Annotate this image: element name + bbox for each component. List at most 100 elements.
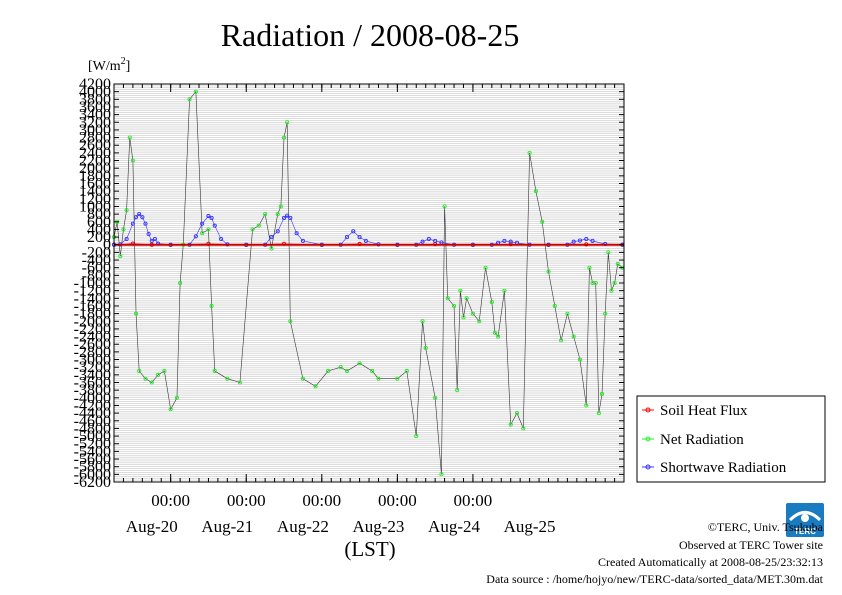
data-point (156, 372, 161, 377)
legend-marker-soil (645, 407, 651, 413)
data-point (275, 212, 280, 217)
data-point (281, 135, 287, 140)
data-point (137, 212, 142, 217)
data-point (521, 426, 526, 431)
data-point (571, 239, 576, 244)
data-point (540, 219, 545, 224)
data-point (133, 215, 139, 220)
data-point (275, 229, 280, 234)
y-tick-label: -3800 (74, 382, 111, 399)
data-point (187, 97, 192, 102)
data-point (200, 221, 205, 226)
data-point (149, 380, 154, 385)
y-tick-label: 1800 (79, 168, 111, 185)
data-point (178, 280, 183, 286)
data-point (288, 319, 293, 324)
data-point (609, 288, 614, 293)
data-point (300, 376, 305, 381)
data-point (577, 238, 583, 243)
data-point (363, 238, 368, 243)
data-point (313, 384, 318, 389)
x-day-label: Aug-22 (277, 517, 329, 536)
data-point (483, 265, 488, 270)
y-tick-label: 3000 (79, 122, 111, 139)
x-day-label: Aug-23 (352, 517, 404, 536)
y-tick-label: -2600 (74, 336, 111, 353)
y-tick-label: -1200 (74, 283, 111, 300)
y-tick-label: -1000 (74, 275, 111, 292)
data-point (502, 288, 507, 293)
data-point (559, 338, 564, 343)
data-point (146, 231, 151, 237)
y-tick-label: 3200 (79, 114, 111, 131)
data-point (420, 239, 425, 244)
y-tick-label: -3600 (74, 375, 111, 392)
y-tick-label: -4400 (74, 405, 111, 422)
data-point (577, 357, 583, 362)
data-point (587, 265, 592, 270)
footer-created: Created Automatically at 2008-08-25/23:3… (598, 555, 823, 569)
data-point (606, 250, 611, 255)
series-layer (111, 89, 625, 477)
data-point (571, 334, 576, 339)
data-point (130, 158, 135, 163)
data-point (288, 215, 293, 220)
data-point (338, 365, 343, 370)
data-point (445, 296, 450, 301)
data-point (612, 280, 617, 286)
y-tick-label: -2000 (74, 313, 111, 330)
y-tick-label: 2600 (79, 137, 111, 154)
data-point (370, 368, 375, 374)
y-axis-ticks: 4200400038003600340032003000280026002400… (74, 76, 624, 491)
data-point (193, 89, 198, 94)
x-tick-label: 00:00 (302, 491, 341, 510)
y-tick-label: -2400 (74, 329, 111, 346)
data-point (206, 227, 211, 232)
y-tick-label: 1000 (79, 198, 111, 215)
y-tick-label: -1800 (74, 306, 111, 323)
data-point (615, 261, 620, 266)
footer-source: Data source : /home/hojyo/new/TERC-data/… (486, 572, 823, 586)
data-point (489, 300, 494, 305)
data-point (423, 346, 428, 351)
series-line-1 (113, 90, 623, 475)
x-tick-label: 00:00 (227, 491, 266, 510)
data-point (137, 368, 142, 374)
x-day-label: Aug-25 (504, 517, 556, 536)
y-tick-label: 3800 (79, 91, 111, 108)
x-tick-label: 00:00 (454, 491, 493, 510)
data-point (269, 246, 274, 251)
data-point (300, 238, 305, 243)
y-tick-label: 1200 (79, 191, 111, 208)
data-point (225, 376, 230, 381)
data-point (263, 212, 268, 217)
y-tick-label: 0 (103, 237, 111, 254)
data-point (395, 376, 400, 381)
y-tick-label: -5200 (74, 436, 111, 453)
data-point (584, 236, 589, 242)
data-point (442, 204, 447, 209)
y-tick-label: -6000 (74, 466, 111, 483)
data-point (149, 238, 154, 243)
y-tick-label: -3000 (74, 352, 111, 369)
data-point (357, 361, 362, 366)
y-tick-label: -2800 (74, 344, 111, 361)
data-point (596, 411, 601, 416)
data-point (143, 221, 148, 226)
data-point (143, 376, 148, 381)
data-point (533, 189, 538, 194)
data-point (514, 411, 520, 416)
data-point (209, 215, 214, 220)
data-point (603, 311, 608, 316)
y-tick-label: -4200 (74, 397, 111, 414)
data-point (212, 223, 217, 228)
data-point (404, 368, 409, 374)
y-tick-label: -3400 (74, 367, 111, 384)
y-tick-label: -5400 (74, 443, 111, 460)
y-tick-label: -3200 (74, 359, 111, 376)
data-point (124, 208, 129, 213)
data-point (294, 231, 299, 236)
data-point (414, 434, 419, 439)
data-point (599, 391, 605, 397)
